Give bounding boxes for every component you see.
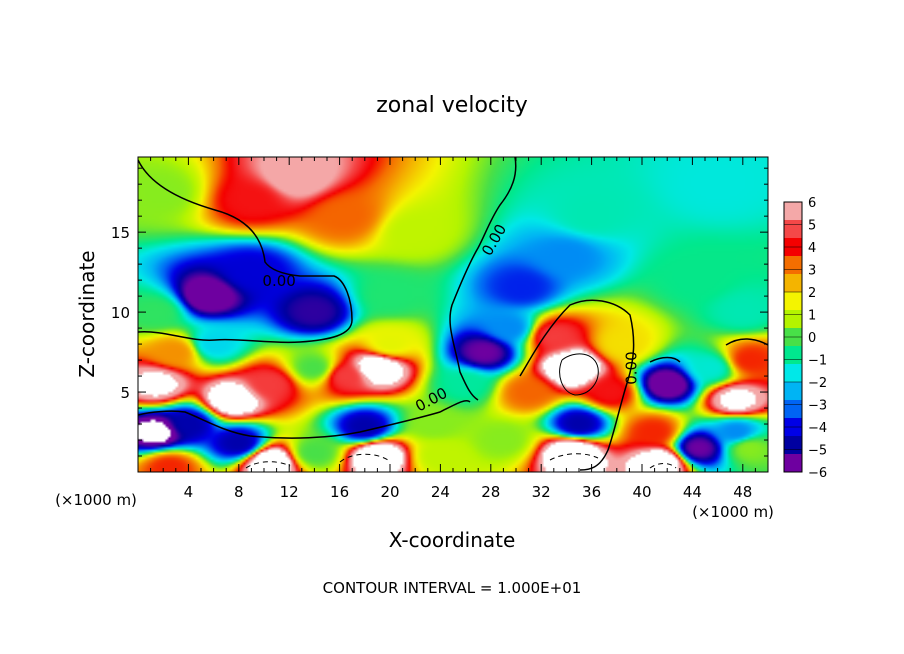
x-tick-label-40: 40 [632,483,651,501]
colorbar-label-8: −2 [808,376,827,391]
x-tick-label-44: 44 [683,483,702,501]
y-axis: 5 10 15 [111,167,768,457]
x-tick-label-4: 4 [184,483,194,501]
colorbar-band-14 [784,454,802,473]
zero-contour-far-east [649,338,768,363]
neg-dashed-contour-1 [245,461,291,469]
neg-contour-east-core [559,353,599,396]
colorbar-band-13 [784,436,802,455]
colorbar-label-2: 4 [808,241,816,256]
x-tick-label-36: 36 [582,483,601,501]
zero-contour-mid [449,157,517,401]
contour-label-3: 0.00 [622,351,640,384]
colorbar-label-9: −3 [808,399,827,414]
x-tick-label-24: 24 [431,483,450,501]
contour-label-0: 0.00 [262,272,295,290]
colorbar-label-5: 1 [808,309,816,324]
y-tick-label-5: 5 [120,384,130,402]
x-tick-label-28: 28 [481,483,500,501]
colorbar-band-6 [784,310,802,329]
x-tick-label-32: 32 [532,483,551,501]
contour-interval-footer: CONTOUR INTERVAL = 1.000E+01 [323,579,582,597]
colorbar-label-4: 2 [808,286,816,301]
neg-dashed-contour-3 [549,453,599,461]
x-unit-note-right: (×1000 m) [692,503,774,521]
plot-area: 0.000.000.000.00 [137,156,769,473]
colorbar-band-3 [784,256,802,275]
colorbar-band-4 [784,274,802,293]
x-tick-label-8: 8 [234,483,244,501]
colorbar-band-9 [784,364,802,383]
colorbar-label-0: 6 [808,196,816,211]
x-axis: 4 8 12 16 20 24 28 32 36 40 44 48 [150,157,756,501]
zero-contour-lower [138,400,471,439]
colorbar-label-11: −5 [808,444,827,459]
colorbar-label-12: −6 [808,466,827,481]
x-unit-note-left: (×1000 m) [55,491,137,509]
neg-dashed-contour-2 [339,453,389,463]
velocity-field [138,157,768,472]
zero-contour-east [519,299,635,471]
colorbar-label-3: 3 [808,264,816,279]
neg-dashed-contour-4 [649,463,677,469]
colorbar-label-7: −1 [808,354,827,369]
colorbar-label-10: −4 [808,421,827,436]
y-tick-label-10: 10 [111,304,130,322]
colorbar: 6 5 4 3 2 1 0 −1 −2 −3 −4 −5 −6 [783,196,827,481]
x-tick-label-12: 12 [280,483,299,501]
colorbar-band-11 [784,400,802,419]
zero-contour-upper [138,159,353,344]
x-axis-label: X-coordinate [389,528,516,552]
zero-contour-lines [138,157,768,471]
colorbar-label-6: 0 [808,331,816,346]
x-tick-label-16: 16 [330,483,349,501]
colorbar-label-1: 5 [808,219,816,234]
y-axis-label: Z-coordinate [75,250,99,377]
y-tick-label-15: 15 [111,224,130,242]
colorbar-band-10 [784,382,802,401]
colorbar-band-5 [784,292,802,311]
colorbar-band-1 [784,220,802,239]
colorbar-band-8 [784,346,802,365]
x-tick-label-48: 48 [733,483,752,501]
x-tick-label-20: 20 [380,483,399,501]
colorbar-band-0 [784,202,802,221]
chart-title: zonal velocity [376,93,528,118]
